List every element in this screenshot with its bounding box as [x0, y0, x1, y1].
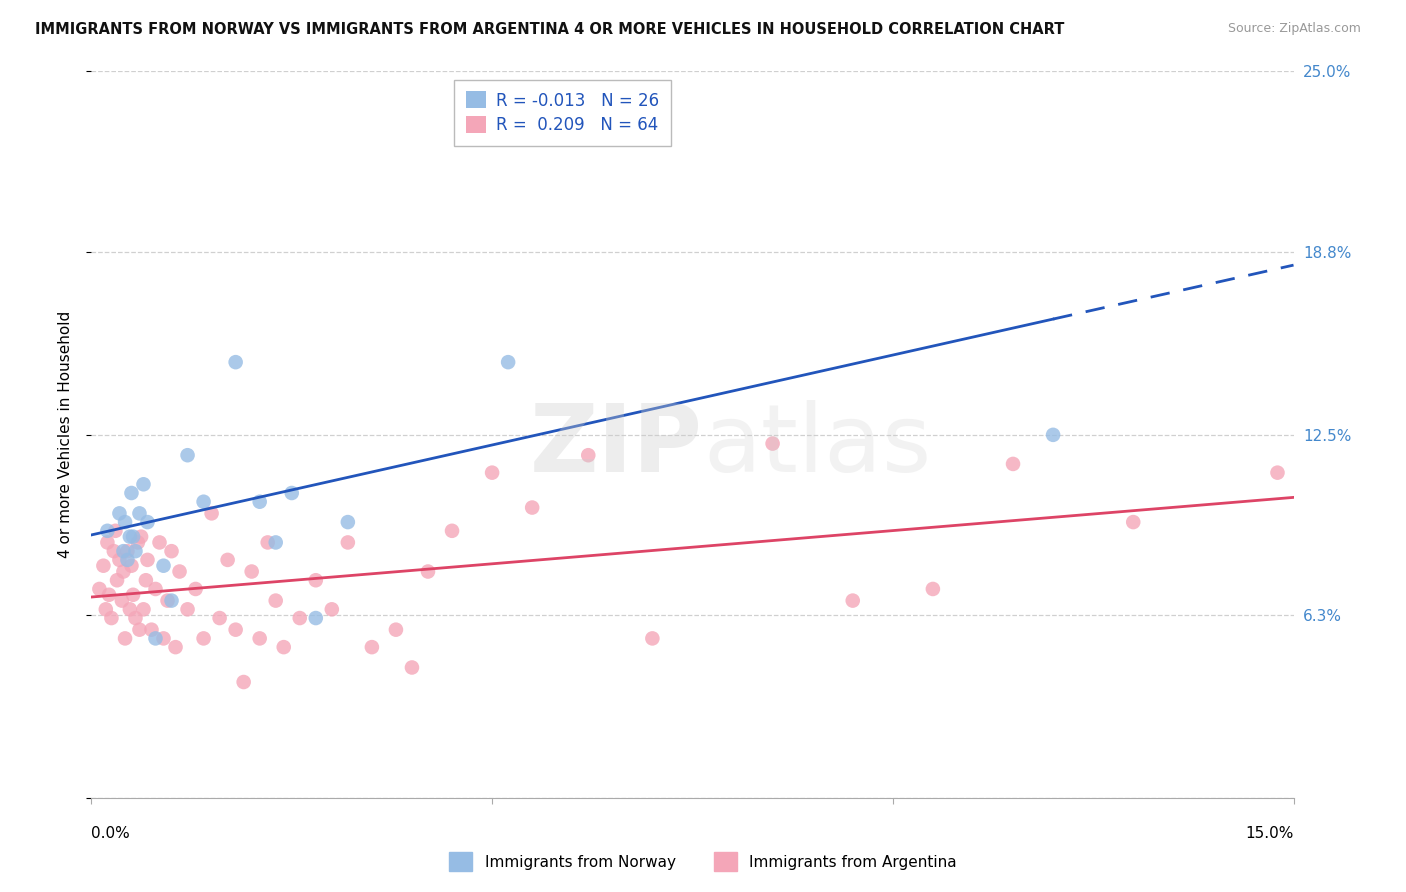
Point [1122, 515, 1144, 529]
Text: 0.0%: 0.0% [91, 826, 131, 841]
Text: atlas: atlas [703, 400, 931, 492]
Point [124, 544, 146, 558]
Point [112, 565, 135, 579]
Point [114, 515, 136, 529]
Legend: R = -0.013   N = 26, R =  0.209   N = 64: R = -0.013 N = 26, R = 0.209 N = 64 [454, 79, 671, 146]
Point [240, 565, 263, 579]
Point [135, 573, 157, 587]
Point [152, 558, 174, 573]
Point [112, 544, 135, 558]
Point [201, 507, 224, 521]
Point [1267, 466, 1289, 480]
Point [441, 524, 464, 538]
Point [249, 494, 271, 508]
Point [641, 632, 664, 646]
Point [264, 593, 287, 607]
Point [122, 530, 145, 544]
Point [89, 582, 111, 596]
Point [94, 602, 117, 616]
Point [145, 582, 167, 596]
Point [121, 558, 143, 573]
Text: IMMIGRANTS FROM NORWAY VS IMMIGRANTS FROM ARGENTINA 4 OR MORE VEHICLES IN HOUSEH: IMMIGRANTS FROM NORWAY VS IMMIGRANTS FRO… [35, 22, 1064, 37]
Point [762, 436, 785, 450]
Point [118, 530, 141, 544]
Point [176, 602, 198, 616]
Point [321, 602, 343, 616]
Point [145, 632, 167, 646]
Point [108, 553, 131, 567]
Point [176, 448, 198, 462]
Point [520, 500, 543, 515]
Point [160, 593, 183, 607]
Point [127, 535, 149, 549]
Text: Source: ZipAtlas.com: Source: ZipAtlas.com [1227, 22, 1361, 36]
Point [118, 602, 141, 616]
Point [160, 544, 183, 558]
Point [148, 535, 170, 549]
Point [122, 588, 145, 602]
Point [111, 593, 134, 607]
Point [136, 515, 159, 529]
Point [103, 544, 125, 558]
Y-axis label: 4 or more Vehicles in Household: 4 or more Vehicles in Household [58, 311, 73, 558]
Point [132, 602, 155, 616]
Point [108, 507, 131, 521]
Point [576, 448, 599, 462]
Point [156, 593, 179, 607]
Point [193, 632, 215, 646]
Point [117, 553, 139, 567]
Point [336, 535, 359, 549]
Point [225, 623, 247, 637]
Point [193, 494, 215, 508]
Point [128, 507, 150, 521]
Text: 15.0%: 15.0% [1246, 826, 1294, 841]
Point [184, 582, 207, 596]
Point [165, 640, 187, 654]
Point [100, 611, 122, 625]
Point [104, 524, 127, 538]
Text: ZIP: ZIP [530, 400, 703, 492]
Point [305, 611, 328, 625]
Point [93, 558, 115, 573]
Point [1001, 457, 1024, 471]
Point [288, 611, 311, 625]
Point [336, 515, 359, 529]
Point [136, 553, 159, 567]
Point [105, 573, 128, 587]
Point [114, 632, 136, 646]
Point [922, 582, 945, 596]
Point [416, 565, 439, 579]
Point [360, 640, 382, 654]
Point [96, 535, 118, 549]
Point [117, 544, 139, 558]
Legend: Immigrants from Norway, Immigrants from Argentina: Immigrants from Norway, Immigrants from … [443, 847, 963, 877]
Point [496, 355, 519, 369]
Point [141, 623, 163, 637]
Point [208, 611, 231, 625]
Point [98, 588, 121, 602]
Point [249, 632, 271, 646]
Point [225, 355, 247, 369]
Point [465, 128, 488, 143]
Point [96, 524, 118, 538]
Point [121, 486, 143, 500]
Point [169, 565, 191, 579]
Point [281, 486, 304, 500]
Point [152, 632, 174, 646]
Point [128, 623, 150, 637]
Point [1042, 428, 1064, 442]
Point [132, 477, 155, 491]
Point [217, 553, 239, 567]
Point [124, 611, 146, 625]
Point [481, 466, 503, 480]
Point [841, 593, 863, 607]
Point [273, 640, 295, 654]
Point [264, 535, 287, 549]
Point [401, 660, 423, 674]
Point [256, 535, 278, 549]
Point [385, 623, 408, 637]
Point [305, 573, 328, 587]
Point [232, 675, 254, 690]
Point [129, 530, 152, 544]
